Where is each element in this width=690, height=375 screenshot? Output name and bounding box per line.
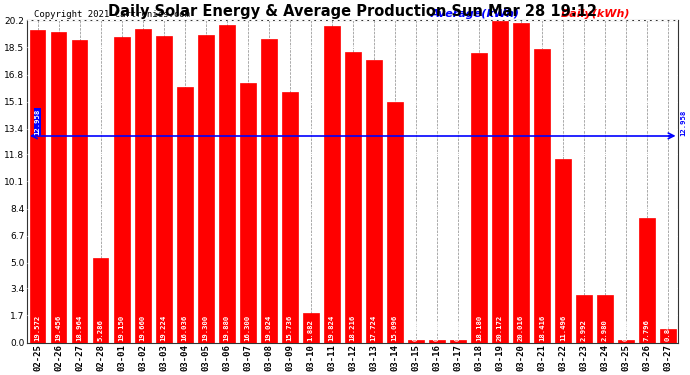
Bar — [114, 37, 130, 343]
Bar — [534, 49, 550, 343]
Bar — [387, 102, 403, 343]
Text: 19.572: 19.572 — [34, 315, 41, 341]
Bar — [219, 26, 235, 343]
Bar — [408, 340, 424, 343]
Bar — [240, 82, 255, 343]
Text: 7.796: 7.796 — [644, 319, 650, 341]
Text: 0.000: 0.000 — [413, 319, 419, 341]
Text: Average(kWh): Average(kWh) — [431, 9, 520, 19]
Text: 0.000: 0.000 — [623, 319, 629, 341]
Text: 16.036: 16.036 — [181, 315, 188, 341]
Bar — [303, 312, 319, 343]
Bar — [92, 258, 108, 343]
Text: 15.096: 15.096 — [392, 315, 397, 341]
Bar — [576, 295, 592, 343]
Text: 16.300: 16.300 — [245, 315, 250, 341]
Text: 19.150: 19.150 — [119, 315, 125, 341]
Bar — [345, 52, 361, 343]
Text: 18.216: 18.216 — [350, 315, 356, 341]
Bar — [471, 53, 486, 343]
Bar — [198, 35, 213, 343]
Text: 15.736: 15.736 — [287, 315, 293, 341]
Text: 19.880: 19.880 — [224, 315, 230, 341]
Text: 11.496: 11.496 — [560, 315, 566, 341]
Text: Copyright 2021 Cartronics.com: Copyright 2021 Cartronics.com — [34, 10, 190, 19]
Bar — [513, 23, 529, 343]
Text: 1.882: 1.882 — [308, 319, 314, 341]
Text: 12.958: 12.958 — [34, 109, 41, 135]
Bar — [492, 21, 508, 343]
Text: 2.980: 2.980 — [602, 319, 608, 341]
Bar — [429, 340, 444, 343]
Text: 0.840: 0.840 — [665, 319, 671, 341]
Bar — [660, 329, 676, 343]
Text: 19.300: 19.300 — [203, 315, 208, 341]
Text: 5.286: 5.286 — [97, 319, 104, 341]
Bar — [261, 39, 277, 343]
Bar — [282, 92, 297, 343]
Bar — [450, 340, 466, 343]
Text: 19.456: 19.456 — [56, 315, 61, 341]
Bar — [177, 87, 193, 343]
Bar — [366, 60, 382, 343]
Bar — [72, 40, 88, 343]
Text: 20.172: 20.172 — [497, 315, 503, 341]
Bar — [156, 36, 172, 343]
Bar — [324, 26, 339, 343]
Bar — [597, 295, 613, 343]
Text: 19.024: 19.024 — [266, 315, 272, 341]
Text: 17.724: 17.724 — [371, 315, 377, 341]
Text: 18.180: 18.180 — [476, 315, 482, 341]
Text: 0.000: 0.000 — [434, 319, 440, 341]
Bar — [135, 29, 150, 343]
Text: 19.224: 19.224 — [161, 315, 167, 341]
Text: 2.992: 2.992 — [581, 319, 587, 341]
Text: Daily(kWh): Daily(kWh) — [561, 9, 631, 19]
Text: 19.824: 19.824 — [328, 315, 335, 341]
Title: Daily Solar Energy & Average Production Sun Mar 28 19:12: Daily Solar Energy & Average Production … — [108, 4, 598, 19]
Bar — [618, 340, 634, 343]
Text: 18.964: 18.964 — [77, 315, 83, 341]
Bar — [639, 218, 655, 343]
Bar — [30, 30, 46, 343]
Text: 20.016: 20.016 — [518, 315, 524, 341]
Text: 0.000: 0.000 — [455, 319, 461, 341]
Bar — [50, 32, 66, 343]
Text: 18.416: 18.416 — [539, 315, 545, 341]
Text: 19.660: 19.660 — [139, 315, 146, 341]
Bar — [555, 159, 571, 343]
